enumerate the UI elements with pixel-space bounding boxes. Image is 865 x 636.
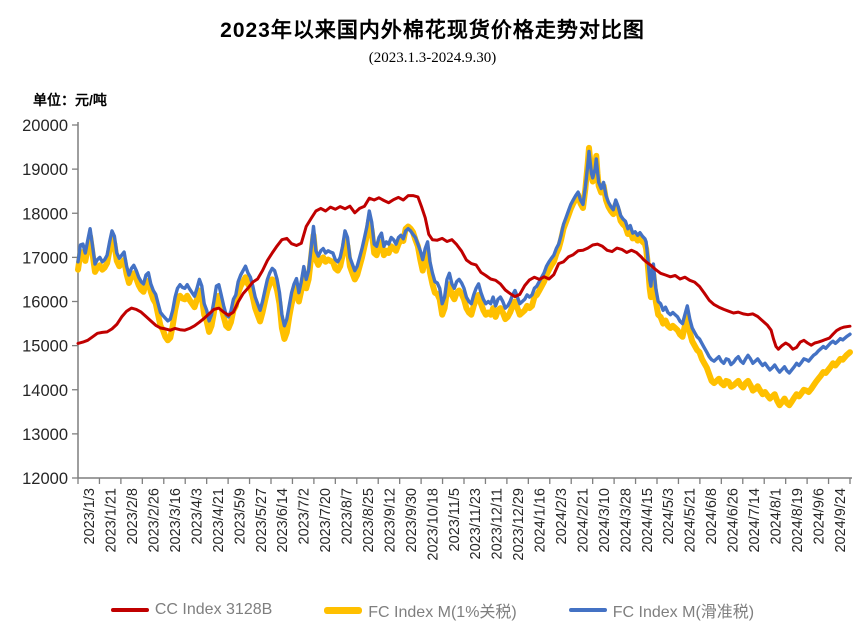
y-tick-label: 19000 [22,161,68,179]
x-tick-label: 2023/2/26 [147,488,163,553]
y-tick-label: 18000 [22,205,68,223]
x-tick-label: 2023/3/16 [168,488,184,553]
x-tick-label: 2024/5/3 [661,488,677,544]
x-tick-label: 2023/2/8 [125,488,141,544]
x-tick-label: 2023/8/7 [340,488,356,544]
x-tick-label: 2024/2/3 [554,488,570,544]
fc-index-sliding-tariff-line [76,149,852,375]
y-tick-label: 12000 [22,470,68,488]
y-tick-label: 14000 [22,382,68,400]
y-tick-label: 20000 [22,117,68,135]
x-tick-label: 2023/12/29 [511,488,527,561]
x-tick-label: 2024/6/8 [704,488,720,544]
x-tick-label: 2024/4/15 [640,488,656,553]
legend-label: FC Index M(滑准税) [612,604,755,621]
legend-item-fc-index-1pct[interactable]: FC Index M(1%关税) [324,598,517,622]
x-tick-label: 2023/11/23 [468,488,484,560]
fc-index-1pct-tariff-line [75,144,853,409]
x-tick-label: 2024/1/16 [533,488,549,553]
x-tick-label: 2024/5/21 [683,488,699,553]
y-tick-label: 13000 [22,426,68,444]
unit-label: 单位：元/吨 [33,92,107,108]
x-tick-label: 2023/11/5 [447,488,463,551]
x-tick-label: 2023/12/11 [490,488,506,560]
x-tick-label: 2024/8/1 [768,488,784,544]
x-tick-label: 2024/2/21 [575,488,591,553]
x-tick-label: 2024/7/14 [747,488,763,553]
x-tick-label: 2023/1/21 [104,488,120,553]
y-tick-label: 16000 [22,294,68,312]
fc-index-sliding-swatch [568,608,607,612]
cc-index-3128b-line [76,194,852,351]
x-tick-label: 2023/7/20 [318,488,334,553]
x-tick-label: 2023/1/3 [82,488,98,544]
x-tick-label: 2024/3/28 [618,488,634,553]
x-tick-label: 2023/8/25 [361,488,377,553]
x-tick-label: 2024/8/19 [790,488,806,553]
legend-label: CC Index 3128B [154,601,273,618]
x-tick-label: 2023/9/30 [404,488,420,553]
x-tick-label: 2023/10/18 [425,488,441,561]
x-tick-label: 2023/4/3 [189,488,205,544]
x-tick-label: 2024/9/6 [811,488,827,544]
y-tick-label: 17000 [22,249,68,267]
chart-title: 2023年以来国内外棉花现货价格走势对比图 [220,19,645,42]
chart-subtitle: (2023.1.3-2024.9.30) [368,50,497,66]
x-tick-label: 2023/5/27 [254,488,270,553]
y-tick-label: 15000 [22,338,68,356]
x-tick-label: 2024/3/10 [597,488,613,553]
x-tick-label: 2023/7/2 [297,488,313,544]
x-tick-label: 2023/9/12 [382,488,398,553]
legend-label: FC Index M(1%关税) [368,604,517,621]
x-tick-label: 2023/6/14 [275,488,291,553]
x-tick-label: 2024/6/26 [726,488,742,553]
chart-legend: CC Index 3128B FC Index M(1%关税) FC Index… [0,598,865,622]
legend-item-fc-index-sliding[interactable]: FC Index M(滑准税) [568,598,755,622]
x-tick-label: 2023/4/21 [211,488,227,553]
x-tick-label: 2024/9/24 [833,488,849,553]
cc-index-swatch [110,608,149,612]
legend-item-cc-index[interactable]: CC Index 3128B [110,601,273,619]
x-tick-label: 2023/5/9 [232,488,248,544]
fc-index-1pct-swatch [324,606,363,614]
